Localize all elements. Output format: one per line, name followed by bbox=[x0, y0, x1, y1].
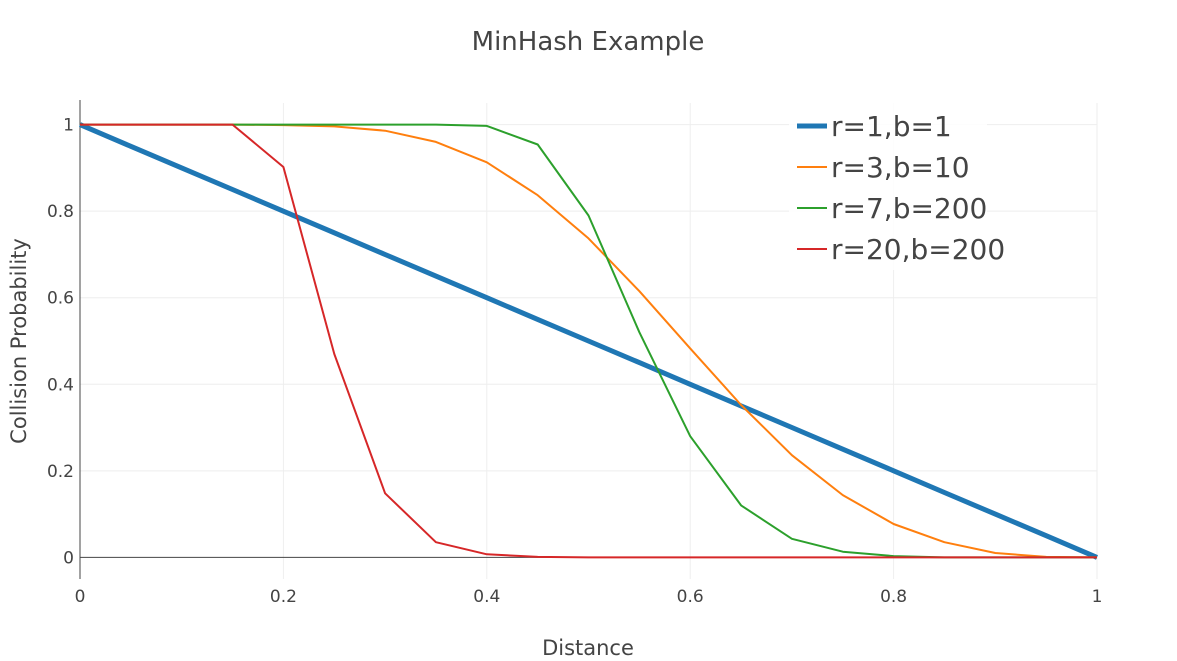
x-axis-ticks: 0 0.2 0.4 0.6 0.8 1 bbox=[75, 587, 1103, 607]
x-tick-label: 0.6 bbox=[677, 587, 704, 607]
x-tick-label: 0.8 bbox=[880, 587, 907, 607]
legend-label: r=1,b=1 bbox=[831, 110, 952, 143]
y-tick-label: 0 bbox=[63, 548, 74, 568]
legend-item[interactable]: r=1,b=1 bbox=[797, 110, 952, 143]
x-tick-label: 0 bbox=[75, 587, 86, 607]
y-tick-label: 0.2 bbox=[47, 462, 74, 482]
x-tick-label: 1 bbox=[1092, 587, 1103, 607]
legend-item[interactable]: r=20,b=200 bbox=[797, 233, 1005, 266]
y-tick-label: 0.6 bbox=[47, 289, 74, 309]
legend-label: r=20,b=200 bbox=[831, 233, 1005, 266]
legend[interactable]: r=1,b=1 r=3,b=10 r=7,b=200 r=20,b=200 bbox=[789, 102, 1005, 270]
y-tick-label: 0.8 bbox=[47, 202, 74, 222]
legend-label: r=3,b=10 bbox=[831, 151, 970, 184]
legend-label: r=7,b=200 bbox=[831, 192, 987, 225]
chart-title: MinHash Example bbox=[472, 27, 705, 57]
y-axis-title: Collision Probability bbox=[7, 238, 31, 444]
y-tick-label: 1 bbox=[63, 116, 74, 136]
legend-item[interactable]: r=7,b=200 bbox=[797, 192, 987, 225]
x-tick-label: 0.2 bbox=[270, 587, 297, 607]
series-line-1[interactable] bbox=[79, 122, 1098, 560]
y-tick-label: 0.4 bbox=[47, 375, 74, 395]
y-axis-ticks: 0 0.2 0.4 0.6 0.8 1 bbox=[47, 116, 74, 569]
series-line-4[interactable] bbox=[80, 123, 1097, 559]
x-axis-title: Distance bbox=[542, 636, 634, 660]
legend-background bbox=[789, 102, 987, 270]
x-tick-label: 0.4 bbox=[473, 587, 500, 607]
series-lines bbox=[79, 122, 1098, 560]
legend-item[interactable]: r=3,b=10 bbox=[797, 151, 970, 184]
